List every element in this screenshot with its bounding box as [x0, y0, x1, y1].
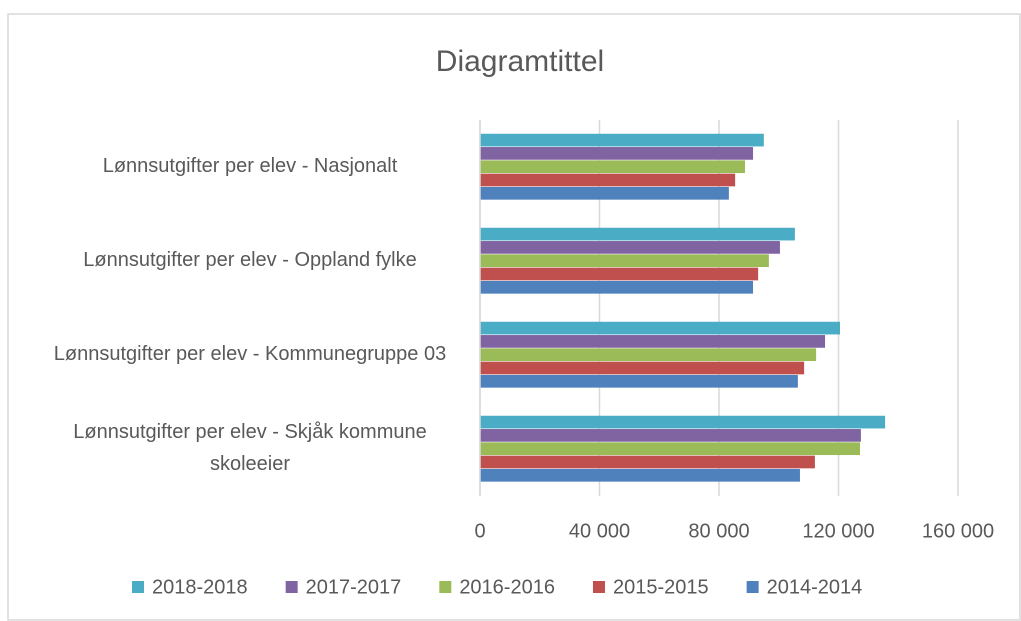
bar	[480, 455, 815, 469]
x-tick-label: 0	[474, 520, 485, 542]
legend-label: 2015-2015	[613, 576, 709, 598]
bar	[480, 335, 826, 348]
bar	[480, 160, 745, 174]
x-tick-label: 160 000	[922, 520, 994, 542]
bar	[480, 241, 780, 254]
legend-swatch	[132, 581, 144, 593]
bar	[480, 429, 861, 442]
legend-swatch	[285, 581, 298, 593]
x-tick-label: 40 000	[569, 520, 630, 542]
chart-frame	[7, 13, 1021, 621]
bar	[480, 468, 800, 482]
legend-label: 2014-2014	[767, 576, 863, 598]
legend-label: 2017-2017	[306, 576, 402, 598]
y-tick-label: Lønnsutgifter per elev - Nasjonalt	[103, 155, 398, 177]
bar	[480, 361, 805, 375]
bar	[480, 280, 754, 294]
x-tick-label: 120 000	[802, 520, 874, 542]
y-tick-label: Lønnsutgifter per elev - Skjåk kommune sk…	[73, 421, 427, 475]
y-tick-label: Lønnsutgifter per elev - Kommunegruppe 0…	[54, 343, 446, 365]
x-tick-label: 80 000	[688, 520, 749, 542]
bar	[480, 442, 861, 456]
bar	[480, 227, 795, 241]
legend-swatch	[592, 581, 605, 593]
bar	[480, 267, 759, 281]
chart-title: Diagramtittel	[436, 45, 604, 78]
y-tick-label: Lønnsutgifter per elev - Oppland fylke	[83, 249, 417, 271]
legend-label: 2016-2016	[459, 576, 555, 598]
bar	[480, 173, 736, 187]
bar	[480, 254, 769, 268]
legend-label: 2018-2018	[152, 576, 248, 598]
bar	[480, 348, 817, 362]
bar	[480, 133, 764, 147]
bar	[480, 321, 840, 335]
bar	[480, 374, 798, 388]
bar	[480, 147, 754, 160]
bar	[480, 415, 886, 429]
bar	[480, 186, 729, 200]
legend-swatch	[746, 581, 759, 593]
legend-swatch	[439, 581, 452, 593]
